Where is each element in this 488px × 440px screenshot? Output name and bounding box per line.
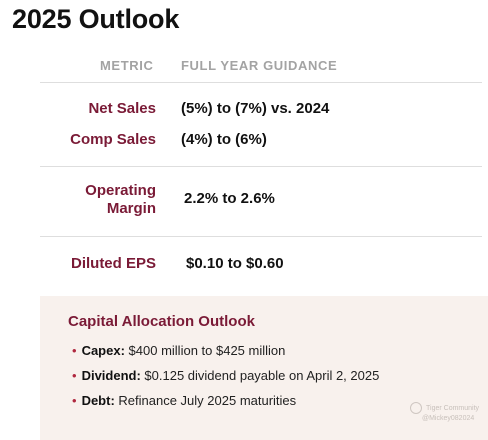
metric-value-diluted-eps: $0.10 to $0.60 — [186, 255, 284, 272]
bullet-dot-icon: • — [72, 368, 77, 383]
page-title: 2025 Outlook — [12, 4, 180, 34]
capital-item-text: $400 million to $425 million — [128, 343, 286, 358]
capital-item-text: $0.125 dividend payable on April 2, 2025 — [144, 368, 380, 383]
column-header-metric: METRIC — [100, 58, 154, 73]
bullet-dot-icon: • — [72, 393, 77, 408]
capital-allocation-title: Capital Allocation Outlook — [68, 313, 255, 330]
capital-allocation-panel: Capital Allocation Outlook • Capex: $400 … — [40, 296, 488, 440]
capital-item-debt: • Debt: Refinance July 2025 maturities — [72, 393, 296, 408]
capital-item-label: Debt: — [81, 393, 115, 408]
capital-item-text: Refinance July 2025 maturities — [118, 393, 297, 408]
capital-item-dividend: • Dividend: $0.125 dividend payable on Ap… — [72, 368, 379, 383]
metric-label-operating-margin: Operating Margin — [85, 182, 156, 218]
capital-item-label: Capex: — [81, 343, 125, 358]
metric-value-comp-sales: (4%) to (6%) — [181, 131, 267, 148]
watermark-line2: @Mickey082024 — [422, 415, 475, 422]
header-divider — [40, 82, 482, 83]
row-divider — [40, 236, 482, 237]
capital-item-capex: • Capex: $400 million to $425 million — [72, 343, 285, 358]
capital-item-label: Dividend: — [81, 368, 141, 383]
column-header-guidance: FULL YEAR GUIDANCE — [181, 58, 338, 73]
watermark-logo-icon — [410, 402, 422, 414]
metric-label-diluted-eps: Diluted EPS — [70, 255, 156, 272]
row-divider — [40, 166, 482, 167]
metric-value-net-sales: (5%) to (7%) vs. 2024 — [181, 100, 330, 117]
watermark-line1: Tiger Community — [426, 405, 480, 412]
metric-label-operating-margin-line1: Operating — [85, 182, 156, 199]
bullet-dot-icon: • — [72, 343, 77, 358]
metric-label-operating-margin-line2: Margin — [106, 200, 156, 217]
metric-label-comp-sales: Comp Sales — [70, 131, 156, 148]
metric-value-operating-margin: 2.2% to 2.6% — [184, 190, 275, 207]
metric-label-net-sales: Net Sales — [88, 100, 156, 117]
watermark: Tiger Community @Mickey082024 — [410, 404, 479, 424]
